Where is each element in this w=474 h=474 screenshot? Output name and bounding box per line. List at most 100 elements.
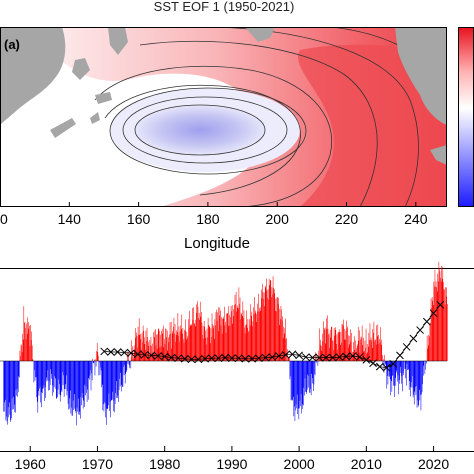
pc-bar	[337, 332, 339, 361]
pc-bar	[379, 342, 381, 361]
pc-bar	[70, 361, 72, 414]
pc-bar	[314, 361, 315, 374]
pc-bar	[3, 361, 4, 412]
pc-bar	[382, 354, 383, 361]
trend-marker	[328, 353, 337, 362]
pc-bar	[287, 349, 288, 361]
pc-bar	[437, 273, 439, 361]
pc-bar	[411, 361, 413, 388]
pc-bar	[353, 341, 354, 361]
pc-bar	[249, 319, 250, 361]
pc-bar	[174, 333, 175, 361]
pc-bar	[67, 361, 69, 404]
pc-bar	[175, 341, 176, 361]
pc-bar	[205, 337, 207, 361]
pc-bar	[290, 361, 291, 377]
pc-bar	[304, 361, 306, 379]
pc-bar	[409, 361, 411, 382]
pc-bar	[220, 310, 221, 361]
pc-bar	[226, 313, 228, 361]
pc-bar	[298, 361, 300, 420]
pc-bar	[5, 361, 6, 400]
pc-bar	[185, 319, 186, 361]
pc-bar	[149, 339, 151, 361]
pc-bar	[178, 326, 180, 361]
pc-bar	[77, 361, 79, 399]
pc-bar	[332, 340, 334, 361]
pc-bar	[285, 339, 287, 361]
pc-bar	[95, 359, 96, 361]
pc-bar	[77, 361, 78, 412]
pc-bar	[24, 322, 26, 361]
pc-bar	[438, 261, 440, 361]
pc-bar	[406, 361, 407, 386]
pc-bar	[439, 271, 441, 361]
trend-marker	[322, 353, 330, 362]
pc-bar	[204, 326, 205, 361]
pc-bar	[23, 306, 25, 361]
pc-bar	[434, 286, 435, 361]
pc-bar	[157, 329, 159, 361]
pc-bar	[58, 361, 60, 395]
pc-bar	[28, 322, 29, 361]
pc-bar	[78, 361, 80, 415]
pc-bar	[227, 306, 229, 361]
pc-bar	[392, 361, 394, 375]
pc-bar	[6, 361, 8, 422]
pc-bar	[111, 361, 113, 400]
pc-bar	[369, 323, 371, 361]
pc-bar	[156, 334, 157, 361]
pc-bar	[62, 361, 64, 385]
pc-bar	[149, 357, 150, 361]
pc-bar	[118, 361, 120, 391]
pc-bar	[20, 345, 22, 361]
pc-bar	[243, 318, 244, 361]
pc-bar	[300, 361, 301, 407]
pc-bar	[385, 361, 386, 364]
pc-bar	[84, 361, 86, 385]
pc-bar	[418, 361, 420, 390]
pc-bar	[402, 361, 403, 392]
pc-bar	[365, 328, 367, 361]
pc-bar	[154, 337, 155, 361]
pc-bar	[26, 333, 28, 361]
pc-bar	[417, 361, 419, 407]
trend-marker	[201, 354, 209, 363]
pc-bar	[246, 310, 248, 361]
pc-bar	[15, 361, 17, 390]
pc-bar	[148, 341, 149, 361]
pc-bar	[206, 344, 207, 361]
pc-bar	[372, 329, 374, 361]
pc-bar	[40, 361, 42, 393]
pc-bar	[94, 359, 95, 361]
pc-bar	[50, 361, 51, 370]
pc-bar	[203, 338, 204, 361]
pc-bar	[401, 361, 403, 377]
pc-bar	[244, 333, 246, 361]
trend-marker	[396, 351, 404, 360]
pc-bar	[322, 341, 324, 361]
pc-bar	[14, 361, 16, 405]
pc-bar	[51, 361, 53, 374]
pc-bar	[361, 337, 362, 361]
pc-bar	[388, 361, 389, 366]
pc-bar	[44, 361, 46, 388]
pc-bar	[67, 361, 68, 391]
pc-bar	[150, 345, 151, 361]
pc-bar	[242, 301, 244, 361]
pc-bar	[32, 359, 34, 361]
pc-bar	[317, 361, 319, 366]
pc-bar	[390, 361, 391, 396]
pc-bar	[186, 331, 188, 361]
pc-bar	[241, 315, 243, 361]
pc-bar	[16, 361, 17, 396]
pc-bar	[64, 361, 66, 385]
pc-bar	[155, 345, 157, 361]
pc-bar	[176, 330, 177, 361]
pc-bar	[171, 331, 173, 361]
pc-bar	[85, 361, 86, 396]
pc-bar	[295, 361, 296, 411]
pc-bar	[6, 361, 7, 417]
pc-bar	[442, 266, 444, 361]
pc-bar	[299, 361, 301, 401]
